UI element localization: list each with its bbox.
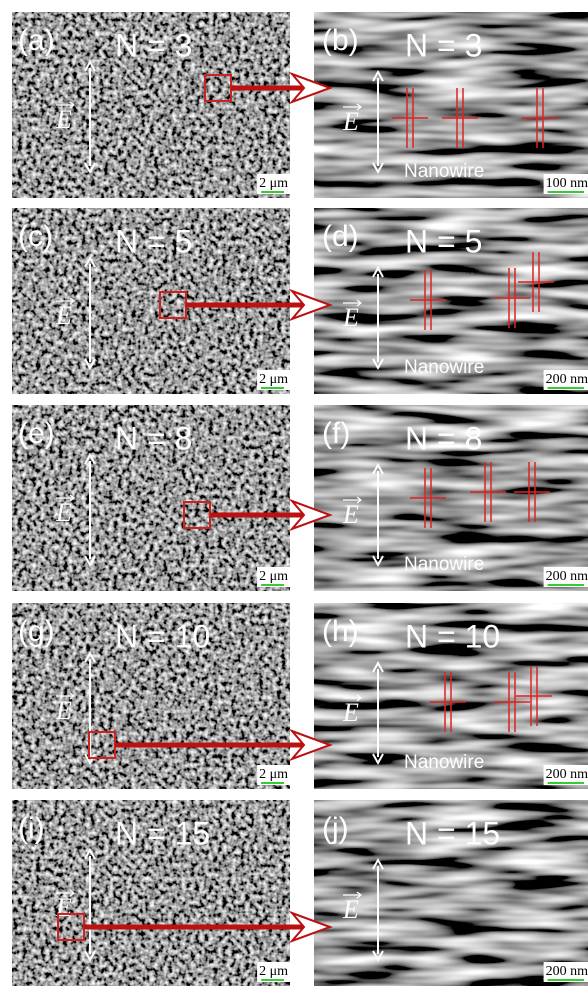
pulse-count: N = 10 bbox=[115, 618, 210, 654]
figure: (a) N = 3 E 2 μm (b) N = 3 E Nanowire 100 nm (c) N… bbox=[0, 0, 588, 987]
pulse-count: N = 15 bbox=[115, 815, 210, 851]
pulse-count: N = 5 bbox=[405, 223, 482, 259]
scale-label: 2 μm bbox=[259, 372, 288, 387]
annotation: Nanowire bbox=[404, 554, 484, 575]
panel-label: (a) bbox=[18, 24, 55, 57]
pulse-count: N = 10 bbox=[405, 618, 500, 654]
panel-label: (h) bbox=[322, 615, 359, 648]
pulse-count: N = 8 bbox=[405, 420, 482, 456]
panel-label: (e) bbox=[18, 417, 55, 450]
scale-label: 2 μm bbox=[259, 767, 288, 782]
field-label: E bbox=[55, 301, 72, 330]
scale-label: 2 μm bbox=[259, 176, 288, 191]
panel-label: (i) bbox=[18, 812, 45, 845]
scale-label: 200 nm bbox=[546, 767, 588, 782]
field-label: E bbox=[55, 696, 72, 725]
scale-label: 200 nm bbox=[546, 964, 588, 979]
pulse-count: N = 15 bbox=[405, 815, 500, 851]
field-label: E bbox=[55, 498, 72, 527]
field-label: E bbox=[342, 107, 359, 136]
scale-label: 200 nm bbox=[546, 569, 588, 584]
annotation: Nanowire bbox=[404, 752, 484, 773]
pulse-count: N = 3 bbox=[115, 27, 192, 63]
scale-label: 200 nm bbox=[546, 372, 588, 387]
pulse-count: N = 3 bbox=[405, 27, 482, 63]
annotation: Nanowire bbox=[404, 161, 484, 182]
panel-label: (f) bbox=[322, 417, 350, 450]
field-label: E bbox=[342, 895, 359, 924]
panel-label: (d) bbox=[322, 220, 359, 253]
pulse-count: N = 8 bbox=[115, 420, 192, 456]
field-label: E bbox=[342, 698, 359, 727]
scale-label: 2 μm bbox=[259, 569, 288, 584]
scale-label: 2 μm bbox=[259, 964, 288, 979]
panel-label: (c) bbox=[18, 220, 53, 253]
field-label: E bbox=[55, 105, 72, 134]
field-label: E bbox=[342, 500, 359, 529]
panel-label: (g) bbox=[18, 615, 55, 648]
field-label: E bbox=[342, 303, 359, 332]
pulse-count: N = 5 bbox=[115, 223, 192, 259]
panel-label: (j) bbox=[322, 812, 349, 845]
annotation: Nanowire bbox=[404, 357, 484, 378]
panel-label: (b) bbox=[322, 24, 359, 57]
scale-label: 100 nm bbox=[546, 176, 588, 191]
